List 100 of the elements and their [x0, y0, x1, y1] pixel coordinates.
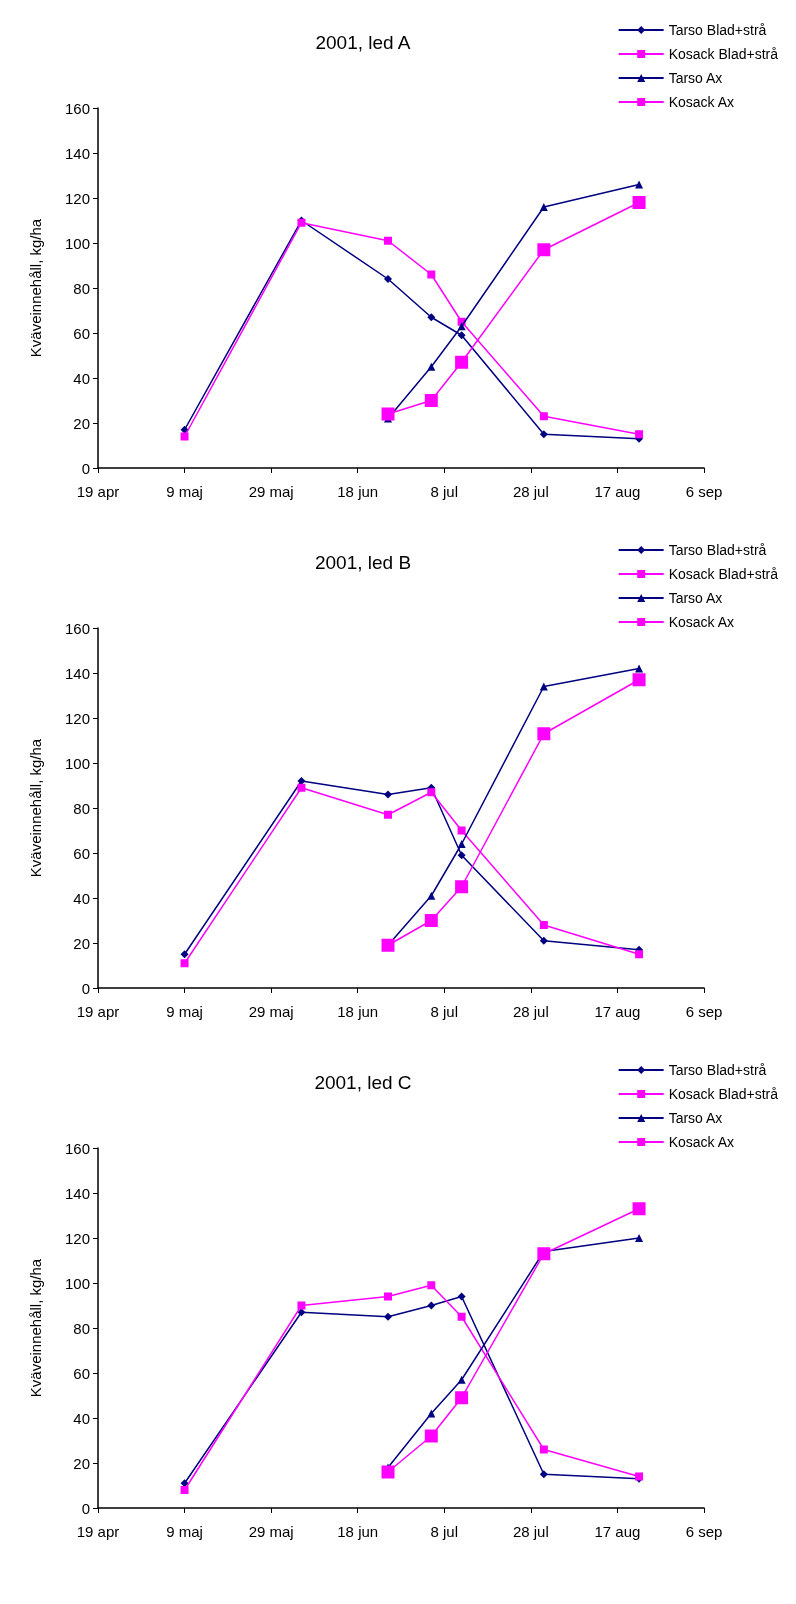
x-tick-label: 18 jun — [337, 1523, 379, 1540]
x-tick-label: 29 maj — [248, 1003, 294, 1020]
x-tick-label: 28 jul — [512, 1003, 549, 1020]
point — [537, 243, 551, 257]
point — [297, 1301, 306, 1310]
legend-label: Tarso Blad+strå — [668, 542, 767, 558]
point — [427, 788, 436, 797]
y-tick-label: 80 — [73, 1319, 90, 1337]
point — [457, 1312, 466, 1321]
x-tick-label: 17 aug — [594, 483, 641, 500]
point — [539, 921, 548, 929]
x-tick-label: 17 aug — [594, 1523, 641, 1540]
point — [384, 236, 393, 245]
legend-label: Kosack Ax — [668, 94, 735, 110]
y-tick-label: 160 — [64, 619, 90, 637]
y-tick-label: 60 — [73, 844, 90, 862]
point — [424, 914, 438, 927]
point — [632, 1202, 646, 1216]
point — [427, 1301, 436, 1310]
point — [539, 412, 548, 421]
y-tick-label: 160 — [64, 1139, 90, 1157]
point — [635, 430, 644, 439]
point — [384, 810, 393, 819]
point — [427, 313, 436, 322]
legend-label: Kosack Blad+strå — [668, 46, 779, 62]
legend-label: Kosack Ax — [668, 1134, 735, 1150]
point — [381, 407, 395, 421]
legend-label: Tarso Ax — [668, 590, 723, 606]
x-tick-label: 9 maj — [166, 1003, 203, 1020]
point — [635, 664, 644, 673]
point — [537, 1247, 551, 1261]
point — [635, 950, 644, 959]
chart-title: 2001, led A — [315, 32, 411, 53]
y-tick-label: 60 — [73, 324, 90, 342]
y-axis-title: Kväveinnehåll, kg/ha — [27, 738, 44, 878]
x-tick-label: 8 jul — [430, 1523, 459, 1540]
point — [632, 196, 646, 209]
point — [297, 783, 306, 792]
point — [457, 331, 466, 340]
y-tick-label: 120 — [64, 189, 90, 207]
y-tick-label: 120 — [64, 709, 90, 727]
point — [537, 727, 551, 741]
point — [384, 1312, 393, 1321]
point — [384, 790, 393, 799]
y-tick-label: 100 — [64, 234, 90, 252]
y-tick-label: 0 — [81, 979, 90, 997]
point — [457, 840, 466, 848]
x-tick-label: 29 maj — [248, 1523, 294, 1540]
y-tick-label: 20 — [73, 1454, 90, 1472]
x-tick-label: 19 apr — [76, 483, 120, 500]
legend-label: Tarso Blad+strå — [668, 22, 767, 38]
point — [297, 777, 306, 785]
point — [632, 673, 646, 687]
point — [180, 959, 189, 968]
x-tick-label: 18 jun — [337, 483, 379, 500]
point — [424, 394, 438, 407]
y-tick-label: 20 — [73, 414, 90, 432]
y-tick-label: 40 — [73, 1409, 90, 1427]
point — [539, 1445, 548, 1454]
point — [180, 950, 189, 959]
point — [455, 355, 469, 369]
legend-label: Kosack Blad+strå — [668, 566, 779, 582]
legend-label: Tarso Ax — [668, 70, 723, 86]
x-tick-label: 9 maj — [166, 1523, 203, 1540]
point — [180, 425, 189, 434]
y-tick-label: 140 — [64, 144, 90, 162]
legend-label: Kosack Blad+strå — [668, 1086, 779, 1102]
x-tick-label: 6 sep — [685, 1003, 723, 1020]
x-tick-label: 28 jul — [512, 483, 549, 500]
point — [457, 322, 466, 331]
point — [180, 1486, 189, 1494]
chart-title: 2001, led B — [314, 552, 412, 573]
y-axis-title: Kväveinnehåll, kg/ha — [27, 1258, 44, 1398]
point — [381, 1465, 395, 1479]
y-tick-label: 0 — [81, 459, 90, 477]
y-tick-label: 20 — [73, 934, 90, 952]
legend-label: Kosack Ax — [668, 614, 735, 630]
y-tick-label: 160 — [64, 99, 90, 117]
point — [424, 1429, 438, 1443]
x-tick-label: 17 aug — [594, 1003, 641, 1020]
x-tick-label: 8 jul — [430, 483, 459, 500]
y-tick-label: 40 — [73, 889, 90, 907]
point — [457, 826, 466, 835]
y-tick-label: 40 — [73, 369, 90, 387]
point — [427, 362, 436, 371]
y-tick-label: 140 — [64, 1184, 90, 1202]
legend-label: Tarso Ax — [668, 1110, 723, 1126]
x-tick-label: 19 apr — [76, 1523, 120, 1540]
point — [539, 1470, 548, 1479]
y-tick-label: 100 — [64, 754, 90, 772]
y-tick-label: 0 — [81, 1499, 90, 1517]
point — [635, 180, 644, 189]
point — [455, 880, 469, 894]
x-tick-label: 8 jul — [430, 1003, 459, 1020]
point — [384, 275, 393, 283]
y-tick-label: 100 — [64, 1274, 90, 1292]
point — [384, 1292, 393, 1301]
point — [539, 430, 548, 439]
point — [635, 1234, 644, 1242]
x-tick-label: 28 jul — [512, 1523, 549, 1540]
